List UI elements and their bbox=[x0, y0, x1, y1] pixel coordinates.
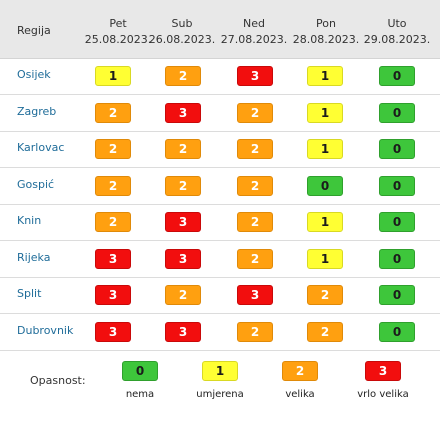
region-link[interactable]: Dubrovnik bbox=[17, 323, 74, 337]
day-date: 26.08.2023. bbox=[148, 33, 216, 46]
danger-level-badge: 0 bbox=[379, 321, 415, 342]
danger-level-badge: 2 bbox=[95, 212, 131, 232]
day-date: 25.08.2023. bbox=[84, 33, 152, 46]
legend-text: umjerena bbox=[196, 389, 244, 400]
table-header: Regija Pet 25.08.2023. Sub 26.08.2023. N… bbox=[0, 0, 440, 59]
danger-level-badge: 0 bbox=[379, 66, 415, 86]
danger-level-badge: 3 bbox=[95, 321, 131, 342]
danger-level-badge: 1 bbox=[307, 66, 343, 86]
danger-level-badge: 0 bbox=[379, 212, 415, 232]
legend-text: vrlo velika bbox=[357, 389, 409, 400]
danger-level-badge: 3 bbox=[165, 321, 201, 342]
danger-level-badge: 3 bbox=[237, 66, 273, 86]
danger-level-badge: 2 bbox=[307, 321, 343, 342]
danger-level-badge: 0 bbox=[379, 285, 415, 305]
legend-badge: 0 bbox=[122, 361, 158, 381]
danger-level-badge: 0 bbox=[379, 175, 415, 196]
danger-level-badge: 2 bbox=[165, 139, 201, 159]
danger-level-badge: 2 bbox=[95, 139, 131, 159]
danger-level-badge: 3 bbox=[165, 102, 201, 123]
danger-level-badge: 2 bbox=[237, 139, 273, 159]
table-row: Dubrovnik 3 3 2 2 0 bbox=[0, 314, 440, 351]
region-column-header: Regija bbox=[17, 24, 51, 37]
danger-level-badge: 2 bbox=[95, 102, 131, 123]
region-link[interactable]: Gospić bbox=[17, 177, 55, 191]
legend-text: nema bbox=[125, 389, 155, 400]
danger-level-badge: 1 bbox=[307, 212, 343, 232]
day-name: Ned bbox=[243, 17, 265, 30]
legend-item: 0 nema bbox=[95, 360, 185, 400]
danger-level-badge: 2 bbox=[95, 175, 131, 196]
table-row: Karlovac 2 2 2 1 0 bbox=[0, 131, 440, 168]
danger-level-badge: 2 bbox=[237, 175, 273, 196]
danger-level-badge: 0 bbox=[379, 102, 415, 123]
table-row: Rijeka 3 3 2 1 0 bbox=[0, 241, 440, 278]
danger-level-badge: 3 bbox=[237, 285, 273, 305]
day-date: 29.08.2023. bbox=[363, 33, 431, 46]
danger-level-badge: 2 bbox=[165, 285, 201, 305]
danger-level-badge: 0 bbox=[379, 139, 415, 159]
day-name: Sub bbox=[171, 17, 193, 30]
legend-item: 2 velika bbox=[255, 360, 345, 400]
legend-item: 3 vrlo velika bbox=[338, 360, 428, 400]
day-date: 28.08.2023. bbox=[292, 33, 360, 46]
danger-level-badge: 2 bbox=[237, 212, 273, 232]
legend-item: 1 umjerena bbox=[175, 360, 265, 400]
danger-level-badge: 3 bbox=[165, 212, 201, 232]
region-link[interactable]: Osijek bbox=[17, 68, 51, 81]
danger-level-badge: 0 bbox=[379, 248, 415, 269]
region-link[interactable]: Split bbox=[17, 287, 42, 300]
danger-level-badge: 3 bbox=[165, 248, 201, 269]
day-header-3: Pon 28.08.2023. bbox=[290, 0, 362, 58]
legend-badge: 1 bbox=[202, 361, 238, 381]
legend-label: Opasnost: bbox=[30, 374, 86, 387]
day-header-0: Pet 25.08.2023. bbox=[82, 0, 154, 58]
danger-level-badge: 2 bbox=[237, 321, 273, 342]
table-row: Knin 2 3 2 1 0 bbox=[0, 204, 440, 241]
danger-level-badge: 1 bbox=[307, 139, 343, 159]
danger-level-badge: 2 bbox=[165, 175, 201, 196]
day-date: 27.08.2023. bbox=[220, 33, 288, 46]
danger-level-badge: 1 bbox=[307, 102, 343, 123]
region-link[interactable]: Zagreb bbox=[17, 104, 57, 118]
region-link[interactable]: Karlovac bbox=[17, 141, 65, 154]
legend-badge: 3 bbox=[365, 361, 401, 381]
danger-level-badge: 0 bbox=[307, 175, 343, 196]
table-row: Split 3 2 3 2 0 bbox=[0, 277, 440, 314]
legend-badge: 2 bbox=[282, 361, 318, 381]
danger-level-badge: 1 bbox=[307, 248, 343, 269]
day-name: Pon bbox=[316, 17, 336, 30]
danger-level-badge: 1 bbox=[95, 66, 131, 86]
region-link[interactable]: Knin bbox=[17, 214, 42, 227]
table-row: Zagreb 2 3 2 1 0 bbox=[0, 95, 440, 132]
table-row: Osijek 1 2 3 1 0 bbox=[0, 58, 440, 95]
danger-level-badge: 2 bbox=[237, 102, 273, 123]
day-header-1: Sub 26.08.2023. bbox=[146, 0, 218, 58]
day-header-2: Ned 27.08.2023. bbox=[218, 0, 290, 58]
day-name: Uto bbox=[387, 17, 407, 30]
danger-level-badge: 2 bbox=[165, 66, 201, 86]
day-name: Pet bbox=[109, 17, 127, 30]
danger-level-badge: 3 bbox=[95, 285, 131, 305]
danger-level-badge: 2 bbox=[237, 248, 273, 269]
day-header-4: Uto 29.08.2023. bbox=[361, 0, 433, 58]
legend-text: velika bbox=[285, 389, 315, 400]
table-row: Gospić 2 2 2 0 0 bbox=[0, 168, 440, 205]
danger-level-badge: 2 bbox=[307, 285, 343, 305]
danger-level-badge: 3 bbox=[95, 248, 131, 269]
region-link[interactable]: Rijeka bbox=[17, 250, 51, 264]
